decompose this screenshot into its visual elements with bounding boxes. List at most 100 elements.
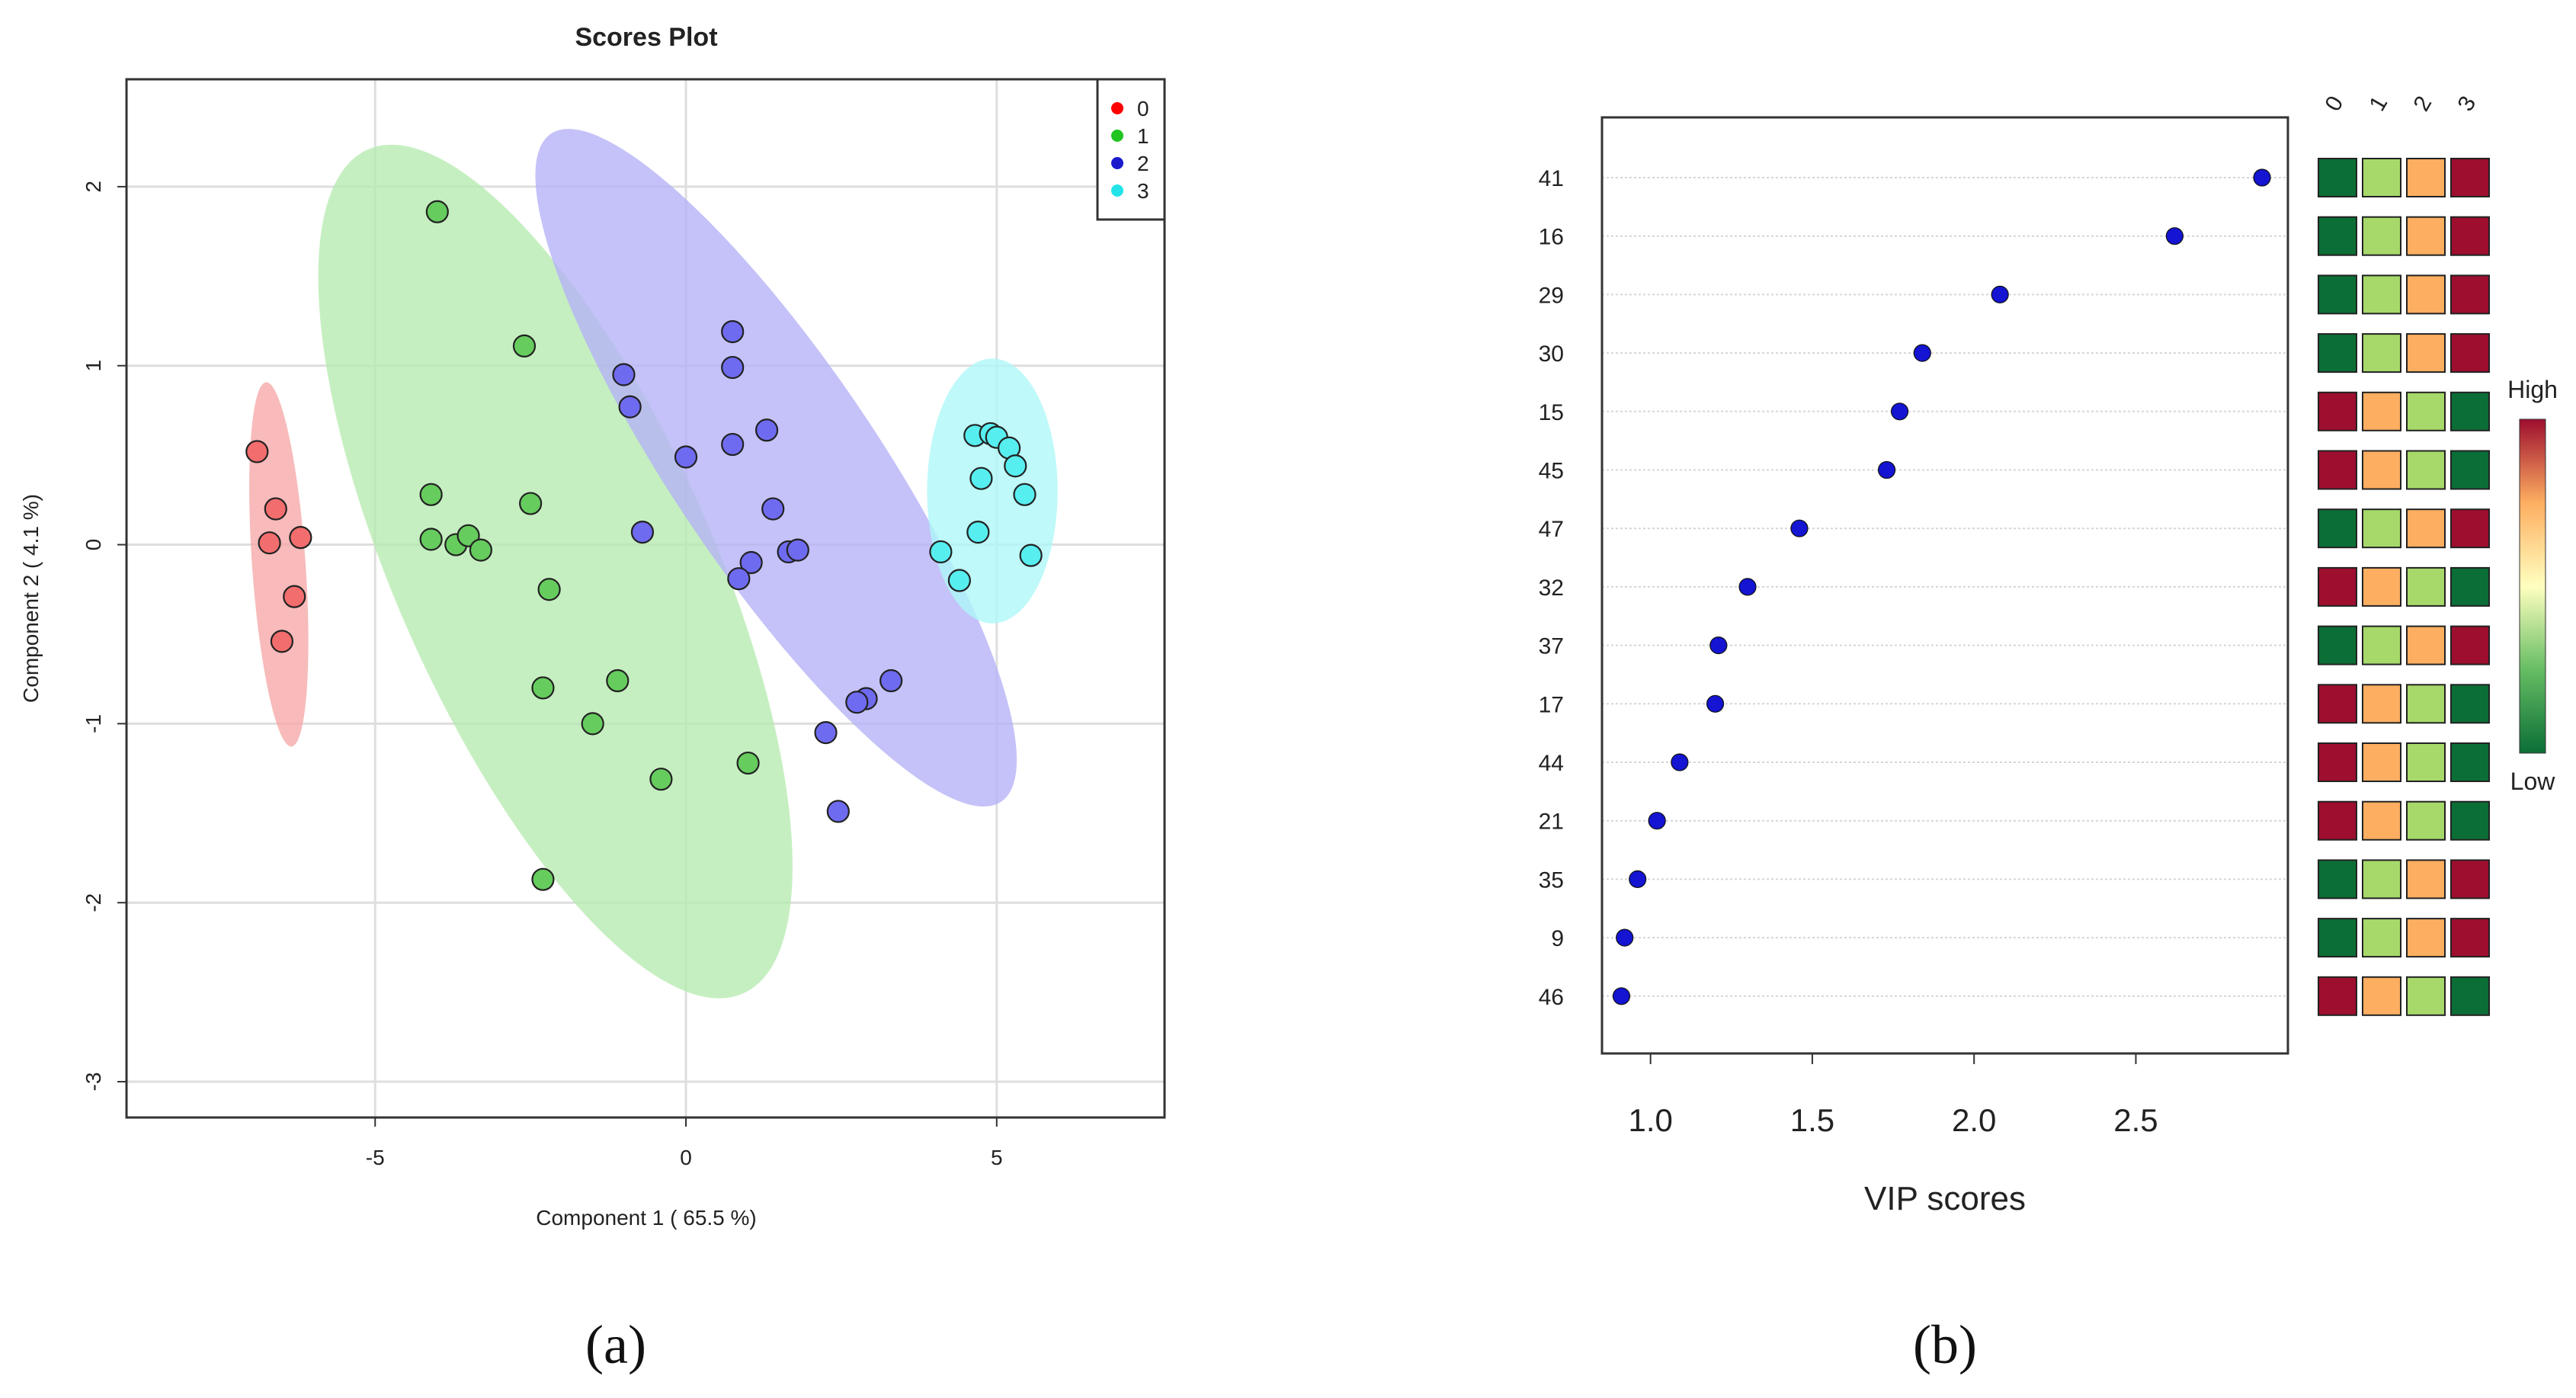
heatmap-cell — [2406, 158, 2446, 197]
x-tick-label: 2.0 — [1952, 1102, 1996, 1138]
score-point-group-1 — [512, 334, 537, 358]
score-point-group-2 — [786, 538, 809, 562]
feature-label: 45 — [1539, 459, 1564, 484]
heatmap-cell — [2450, 391, 2490, 431]
score-point-group-0 — [245, 440, 269, 463]
heatmap-cell — [2318, 333, 2357, 374]
feature-label: 37 — [1539, 634, 1564, 659]
heatmap-cell — [2450, 333, 2490, 374]
score-point-group-2 — [721, 320, 745, 344]
score-point-group-1 — [419, 483, 443, 506]
score-point-group-3 — [1019, 543, 1043, 567]
feature-label: 41 — [1539, 166, 1564, 191]
heatmap-cell — [2362, 450, 2401, 490]
heatmap-cell — [2318, 976, 2357, 1016]
feature-label: 35 — [1539, 867, 1564, 893]
heatmap-cell — [2318, 508, 2357, 549]
heatmap-cell — [2318, 274, 2357, 315]
caption-b: (b) — [1913, 1314, 1977, 1375]
heatmap-cell — [2406, 742, 2446, 782]
legend-marker-group-2 — [1111, 157, 1123, 169]
heatmap-cell — [2450, 625, 2490, 665]
heatmap-cell — [2406, 684, 2446, 724]
vip-plot-frame — [1600, 116, 2289, 1055]
heatmap-cell — [2318, 684, 2357, 724]
legend-box — [1096, 78, 1166, 221]
y-tick-label: -2 — [82, 893, 105, 912]
score-point-group-2 — [612, 363, 636, 386]
feature-label: 44 — [1539, 751, 1564, 776]
heatmap-cell — [2362, 158, 2401, 197]
legend-label: 0 — [1137, 97, 1149, 120]
score-point-group-1 — [531, 867, 555, 891]
score-point-group-2 — [674, 445, 698, 469]
feature-label: 9 — [1551, 926, 1564, 951]
y-tick-label: 2 — [82, 181, 105, 193]
heatmap-cell — [2406, 450, 2446, 490]
heatmap-cell — [2450, 859, 2490, 899]
x-tick-label: 5 — [991, 1146, 1003, 1169]
heatmap-column-label: 1 — [2364, 92, 2392, 116]
vip-point — [1616, 928, 1634, 947]
confidence-ellipse-group-0 — [249, 382, 309, 747]
score-point-group-2 — [755, 418, 779, 442]
heatmap-cell — [2318, 918, 2357, 958]
score-point-group-2 — [739, 550, 763, 575]
heatmap-cell — [2450, 274, 2490, 315]
heatmap-cell — [2406, 333, 2446, 374]
heatmap-cell — [2362, 684, 2401, 724]
heatmap-cell — [2362, 391, 2401, 431]
legend-label: 1 — [1137, 124, 1149, 148]
scores-plot-ylabel: Component 2 ( 4.1 %) — [19, 494, 43, 703]
heatmap-cell — [2406, 976, 2446, 1016]
vip-point — [1629, 870, 1647, 889]
score-point-group-3 — [947, 569, 971, 592]
score-point-group-1 — [537, 578, 561, 601]
vip-point — [1738, 578, 1757, 596]
x-tick-label: 0 — [680, 1146, 692, 1169]
scores-plot-xlabel: Component 1 ( 65.5 %) — [536, 1206, 757, 1230]
heatmap-cell — [2450, 508, 2490, 549]
confidence-ellipse-group-2 — [535, 129, 1017, 807]
score-point-group-3 — [1013, 483, 1036, 506]
confidence-ellipse-group-3 — [927, 358, 1058, 624]
score-point-group-2 — [814, 721, 838, 745]
heatmap-column-label: 0 — [2320, 92, 2348, 116]
feature-label: 16 — [1539, 225, 1564, 250]
heatmap-cell — [2318, 391, 2357, 431]
score-point-group-0 — [270, 630, 293, 653]
vip-plot-ticks: 41 16 29 30 15 45 47 32 37 17 44 21 35 9 46 1.0 1.5 2.0 2.… — [1539, 166, 2158, 1138]
score-point-group-2 — [826, 800, 850, 823]
scores-plot-frame — [125, 78, 1166, 1119]
score-point-group-3 — [969, 467, 993, 490]
vip-point — [1612, 987, 1631, 1005]
score-point-group-3 — [1004, 454, 1027, 478]
legend-marker-group-1 — [1111, 130, 1123, 142]
heatmap-cell — [2406, 625, 2446, 665]
heatmap-cell — [2406, 800, 2446, 841]
confidence-ellipse-group-1 — [318, 144, 793, 999]
feature-label: 47 — [1539, 517, 1564, 542]
heatmap-cell — [2406, 859, 2446, 899]
vip-point — [2165, 227, 2184, 245]
heatmap-cell — [2406, 216, 2446, 256]
heatmap-column-label: 3 — [2453, 92, 2481, 116]
vip-point — [1671, 753, 1689, 771]
heatmap-cell — [2362, 508, 2401, 549]
vip-point — [1706, 694, 1725, 713]
y-tick-label: -3 — [82, 1073, 105, 1092]
heatmap-cell — [2362, 274, 2401, 315]
legend-marker-group-0 — [1111, 102, 1123, 114]
vip-point — [1913, 344, 1931, 362]
score-point-group-2 — [879, 669, 903, 693]
heatmap-cell — [2406, 391, 2446, 431]
vip-point — [2253, 168, 2271, 187]
legend-marker-group-3 — [1111, 184, 1123, 197]
vip-plot-gridlines — [1602, 177, 2288, 997]
vip-point — [1648, 812, 1666, 830]
feature-label: 21 — [1539, 810, 1564, 835]
colorbar-gradient — [2519, 418, 2546, 754]
colorbar-high-label: High — [2507, 376, 2558, 403]
score-point-group-3 — [929, 540, 953, 564]
